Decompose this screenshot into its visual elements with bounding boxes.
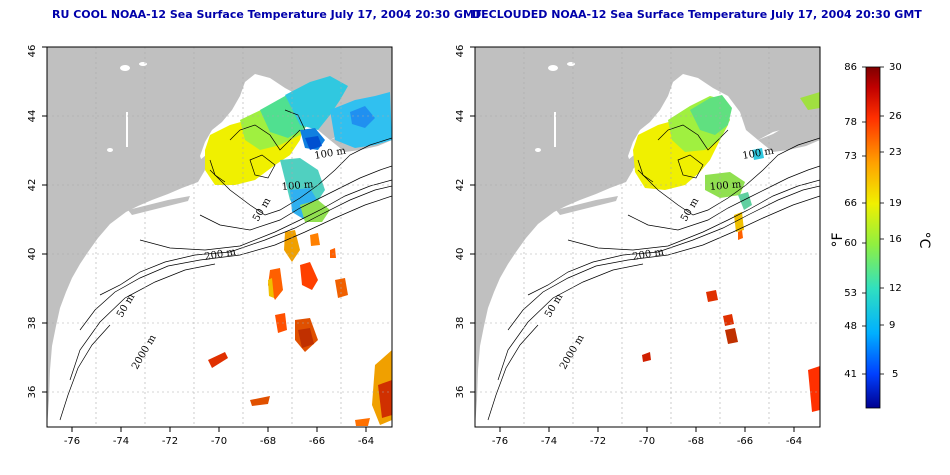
lat-tick-label: 44: [455, 110, 466, 123]
lon-tick-label: -66: [737, 436, 753, 447]
lat-tick-label: 46: [455, 45, 466, 58]
grid-lines: [47, 47, 392, 427]
colorbar-f-tick: 41: [844, 369, 857, 380]
lon-tick-label: -74: [541, 436, 557, 447]
lon-tick-label: -70: [211, 436, 227, 447]
contour-label-100m-b: 100 m: [709, 179, 742, 193]
contour-label-50m-a: 50 m: [251, 196, 273, 224]
lon-tick-label: -72: [590, 436, 606, 447]
colorbar-c-tick: 30: [889, 62, 902, 73]
left-lat-axis: 36 38 40 42 44 46: [27, 45, 47, 399]
colorbar-f-tick: 66: [844, 198, 857, 209]
lat-tick-label: 38: [455, 317, 466, 330]
lon-tick-label: -64: [786, 436, 802, 447]
long-island: [556, 196, 618, 215]
lat-tick-label: 38: [27, 317, 38, 330]
sst-pixels: [633, 92, 820, 412]
contour-label-200m: 200 m: [204, 247, 238, 263]
bathymetry-contours: [487, 124, 820, 421]
colorbar-c-tick: 26: [889, 111, 902, 122]
colorbar-unit-celsius: °C: [916, 232, 932, 249]
colorbar-gradient: [865, 66, 881, 409]
contour-label-50m-b: 50 m: [543, 292, 565, 320]
nova-scotia: [758, 108, 820, 152]
colorbar-f-tick: 73: [844, 151, 857, 162]
lon-tick-label: -64: [358, 436, 374, 447]
lat-tick-label: 42: [27, 179, 38, 192]
lat-tick-label: 40: [455, 248, 466, 261]
lakes: [96, 62, 147, 270]
colorbar-f-tick: 48: [844, 321, 857, 332]
colorbar-c-tick: 12: [889, 283, 902, 294]
left-lon-axis: -76 -74 -72 -70 -68 -66 -64: [64, 427, 374, 447]
contour-label-50m-a: 50 m: [679, 196, 701, 224]
sst-pixels: [205, 76, 392, 426]
lon-tick-label: -74: [113, 436, 129, 447]
contour-label-50m-b: 50 m: [115, 292, 137, 320]
colorbar-c-tick: 9: [889, 320, 895, 331]
colorbar: 86 78 73 66 60 53 48 41 30 26 23 19 16 1…: [830, 62, 932, 409]
right-lon-axis: -76 -74 -72 -70 -68 -66 -64: [492, 427, 802, 447]
lon-tick-label: -72: [162, 436, 178, 447]
colorbar-f-tick: 60: [844, 238, 857, 249]
colorbar-unit-fahrenheit: °F: [830, 232, 846, 247]
contour-label-100m-b: 100 m: [281, 179, 314, 193]
lon-tick-label: -68: [688, 436, 704, 447]
lat-tick-label: 36: [455, 386, 466, 399]
bathymetry-contours: [59, 109, 392, 421]
lat-tick-label: 36: [27, 386, 38, 399]
contour-label-200m: 200 m: [632, 247, 666, 263]
colorbar-f-tick: 86: [844, 62, 857, 73]
lon-tick-label: -70: [639, 436, 655, 447]
colorbar-f-tick: 53: [844, 288, 857, 299]
lat-tick-label: 42: [455, 179, 466, 192]
grid-lines: [475, 47, 820, 427]
lon-tick-label: -68: [260, 436, 276, 447]
colorbar-c-tick: 16: [889, 234, 902, 245]
right-lat-axis: 36 38 40 42 44 46: [455, 45, 475, 399]
lat-tick-label: 46: [27, 45, 38, 58]
land-mass: [475, 47, 820, 427]
left-map-panel: 100 m 100 m 50 m 200 m 50 m 2000 m: [27, 45, 393, 447]
long-island: [128, 196, 190, 215]
lat-tick-label: 44: [27, 110, 38, 123]
lon-tick-label: -66: [309, 436, 325, 447]
left-map-title: RU COOL NOAA-12 Sea Surface Temperature …: [52, 8, 482, 21]
colorbar-f-tick: 78: [844, 117, 857, 128]
land-mass: [47, 47, 392, 427]
colorbar-c-tick: 5: [892, 369, 898, 380]
contour-label-2000m: 2000 m: [558, 333, 587, 372]
contour-label-100m-a: 100 m: [742, 146, 776, 162]
colorbar-c-tick: 19: [889, 198, 902, 209]
lakes: [524, 62, 575, 270]
lon-tick-label: -76: [64, 436, 80, 447]
colorbar-c-tick: 23: [889, 147, 902, 158]
right-map-panel: 100 m 100 m 50 m 200 m 50 m 2000 m: [455, 45, 821, 447]
lat-tick-label: 40: [27, 248, 38, 261]
right-map-title: DECLOUDED NOAA-12 Sea Surface Temperatur…: [472, 8, 922, 21]
contour-label-2000m: 2000 m: [130, 333, 159, 372]
lon-tick-label: -76: [492, 436, 508, 447]
